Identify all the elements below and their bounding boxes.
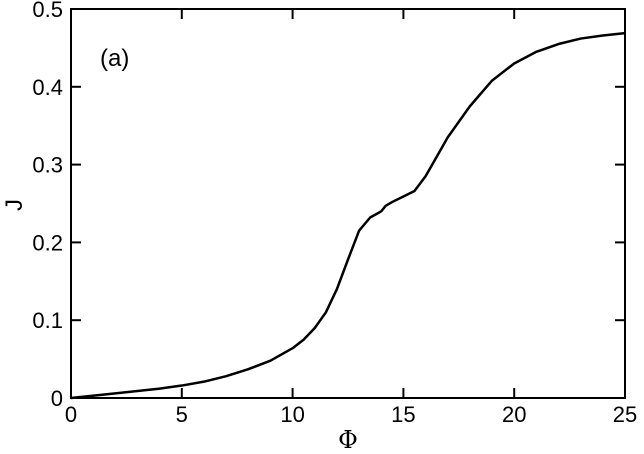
x-tick-label: 5 [176, 402, 188, 427]
y-tick-label: 0.4 [32, 75, 63, 100]
x-tick-label: 20 [502, 402, 526, 427]
y-tick-label: 0.5 [32, 0, 63, 22]
y-tick-label: 0.3 [32, 153, 63, 178]
x-tick-label: 15 [391, 402, 415, 427]
x-tick-label: 25 [613, 402, 637, 427]
annotation: (a) [100, 45, 129, 72]
y-tick-label: 0.1 [32, 308, 63, 333]
data-line [70, 31, 626, 400]
x-tick-label: 10 [280, 402, 304, 427]
plot-frame [70, 8, 626, 399]
y-axis-label: J [1, 199, 28, 211]
y-tick-label: 0 [51, 386, 63, 411]
x-tick-label: 0 [65, 402, 77, 427]
y-tick-label: 0.2 [32, 230, 63, 255]
x-axis-label: Φ [338, 426, 358, 454]
